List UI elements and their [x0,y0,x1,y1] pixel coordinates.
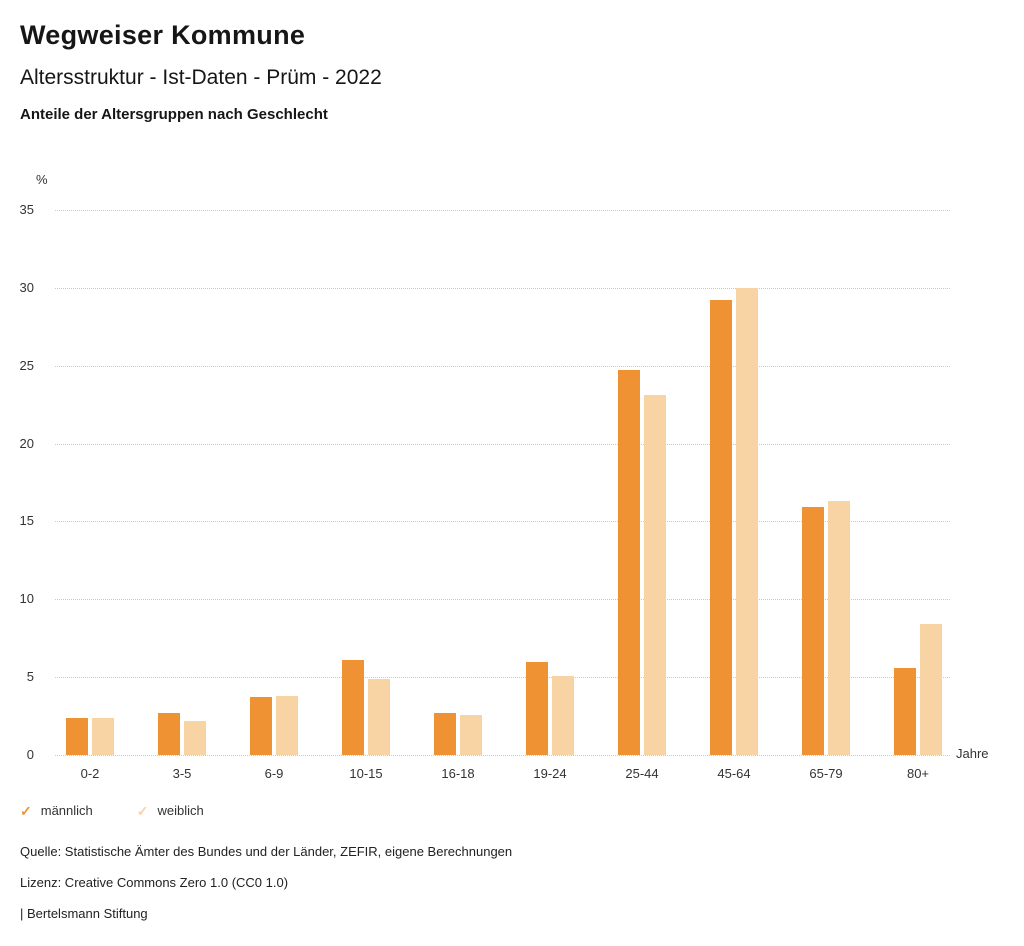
bar-weiblich-6-9 [276,695,298,755]
bar-männlich-80+ [894,667,916,755]
source-text: Quelle: Statistische Ämter des Bundes un… [20,844,513,859]
bar-männlich-25-44 [618,370,640,755]
y-tick-label: 10 [19,591,34,607]
legend-item-weiblich[interactable]: ✓ weiblich [137,803,204,818]
bar-weiblich-19-24 [552,675,574,755]
y-tick-label: 25 [19,357,34,373]
legend: ✓ männlich ✓ weiblich [20,803,204,818]
page-title: Wegweiser Kommune [20,20,306,50]
bar-männlich-65-79 [802,507,824,755]
bar-weiblich-3-5 [184,720,206,755]
x-tick-label: 3-5 [172,766,192,781]
y-tick-label: 30 [19,279,34,295]
x-tick-label: 6-9 [264,766,284,781]
bar-weiblich-65-79 [828,501,850,755]
legend-label-maennlich: männlich [40,803,93,818]
y-tick-label: 0 [26,747,34,762]
y-tick-label: 20 [19,435,34,451]
gridline [55,599,950,601]
x-tick-label: 80+ [906,766,930,781]
bar-männlich-10-15 [342,660,364,755]
x-tick-label: 45-64 [717,766,751,781]
bar-weiblich-25-44 [644,395,666,755]
x-tick-label: 10-15 [349,766,383,781]
chart-heading: Anteile der Altersgruppen nach Geschlech… [20,106,328,123]
x-tick-label: 0-2 [80,766,100,781]
check-icon: ✓ [136,802,149,819]
y-tick-label: 5 [26,669,34,685]
x-axis-unit-label: Jahre [956,746,989,761]
gridline [55,365,950,367]
bar-männlich-0-2 [66,717,88,755]
license-text: Lizenz: Creative Commons Zero 1.0 (CC0 1… [20,875,289,890]
bar-weiblich-10-15 [368,678,390,755]
gridline [55,521,950,523]
y-tick-label: 35 [19,202,34,217]
bar-weiblich-16-18 [460,714,482,755]
x-tick-label: 25-44 [625,766,659,781]
y-tick-label: 15 [19,513,34,529]
bar-männlich-45-64 [710,300,732,755]
bar-männlich-19-24 [526,661,548,755]
x-tick-label: 16-18 [441,766,475,781]
attribution-text: | Bertelsmann Stiftung [20,906,148,921]
bar-männlich-16-18 [434,712,456,755]
x-tick-label: 65-79 [809,766,843,781]
bar-weiblich-80+ [920,624,942,755]
y-axis-unit-label: % [36,172,48,187]
x-tick-label: 19-24 [533,766,567,781]
gridline [55,210,950,211]
bar-weiblich-0-2 [92,717,114,755]
gridline [55,443,950,445]
legend-label-weiblich: weiblich [157,803,204,818]
check-icon: ✓ [20,802,32,819]
gridline [55,755,950,756]
bar-weiblich-45-64 [736,287,758,755]
gridline [55,287,950,289]
page-subtitle: Altersstruktur - Ist-Daten - Prüm - 2022 [20,66,382,89]
legend-item-maennlich[interactable]: ✓ männlich [20,803,93,818]
bar-männlich-6-9 [250,697,272,755]
gridline [55,677,950,679]
bar-männlich-3-5 [158,712,180,755]
